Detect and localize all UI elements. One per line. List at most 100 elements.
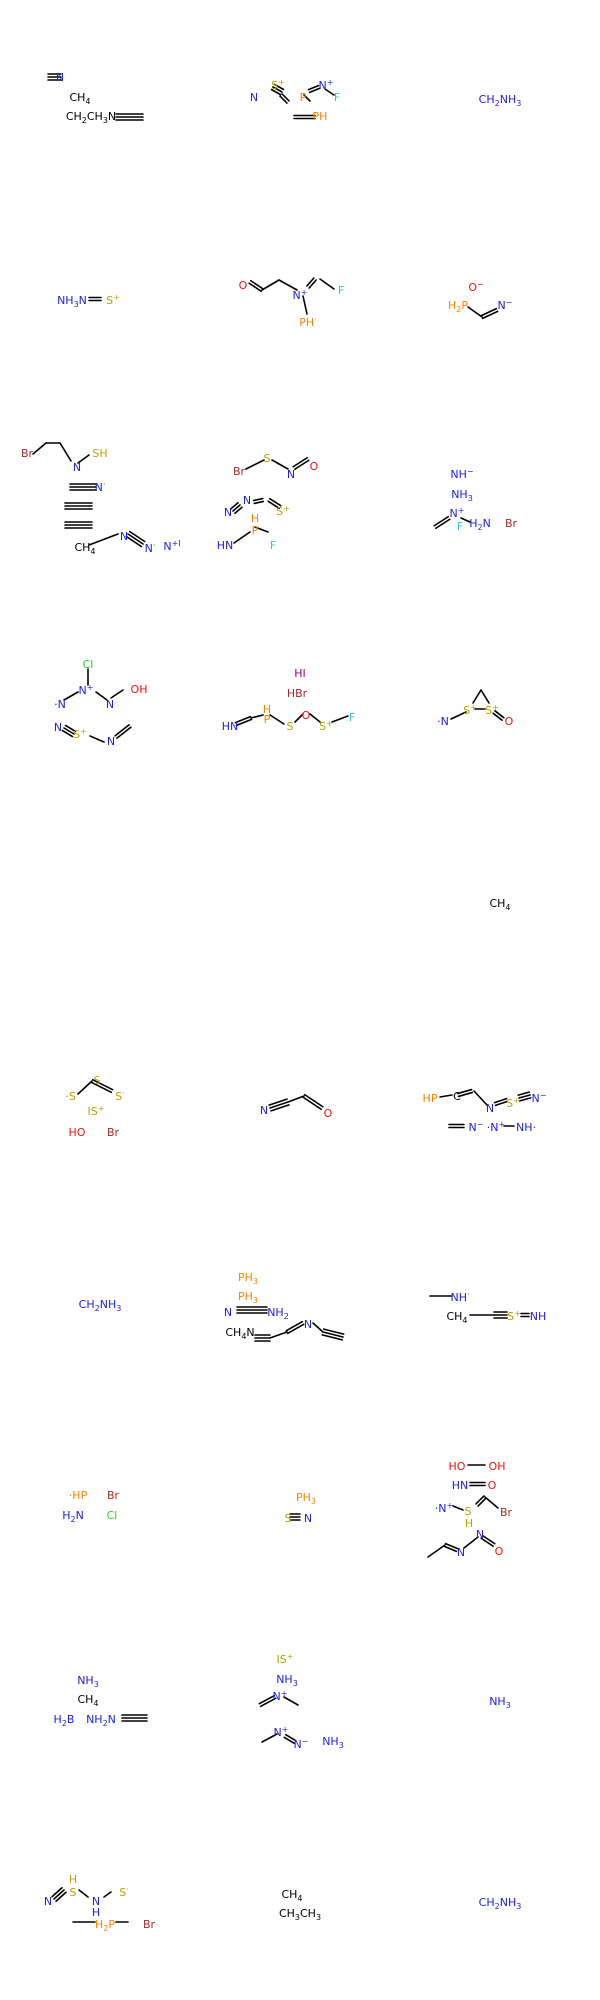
bond-line	[268, 1098, 288, 1106]
atom-label-part: +	[278, 78, 285, 87]
atom-label-part: +	[458, 506, 465, 515]
atom-label-part: N	[145, 542, 153, 555]
atom-label-part: +	[447, 1501, 454, 1510]
atom-label-part: F	[457, 520, 463, 533]
atom-label-part: H	[92, 1906, 100, 1919]
atom-label: CH4	[74, 541, 95, 556]
atom-label-part: 3	[116, 1304, 121, 1313]
atom-label-part: H	[69, 1873, 77, 1886]
atom-label-part: F	[349, 711, 355, 724]
atom-label-part: HP	[423, 1092, 438, 1105]
bond-line	[269, 714, 285, 725]
bond-line	[331, 715, 349, 723]
bond-line	[267, 500, 280, 510]
atom-label: H	[69, 1873, 77, 1886]
bond-line	[259, 1697, 277, 1708]
bond-line	[294, 713, 304, 723]
bond-line	[250, 714, 264, 719]
molecule-cell: HP CN S+ N−N− ·N+ NH·	[423, 1088, 546, 1134]
atom-label-part: 3	[516, 1902, 521, 1911]
atom-label-part: S	[287, 720, 294, 733]
atom-label-part: NH	[489, 1695, 506, 1708]
bond-line	[517, 1091, 531, 1096]
molecule-cell: ·S·SS·IS+HO Br	[65, 1074, 124, 1139]
atom-label-part: 3	[94, 1680, 99, 1689]
atom-label-part: H	[263, 703, 271, 716]
atom-label: O	[239, 279, 248, 292]
atom-label: S+	[276, 504, 290, 519]
atom-label-part: N	[44, 1895, 52, 1908]
atom-label-part: CH	[479, 93, 495, 106]
molecule-cell: CH2NH3	[479, 93, 522, 108]
atom-label-part: CH	[74, 541, 90, 554]
atom-label-part: N	[95, 481, 103, 494]
bond-line	[312, 1322, 324, 1333]
atom-label-part: IS	[277, 1653, 287, 1666]
bond-line	[457, 1091, 474, 1098]
atom-label-part: 3	[253, 1296, 258, 1305]
molecule-cell: IS+NH3N+N+N− NH3	[258, 1652, 344, 1751]
atom-label-part: N	[469, 1121, 477, 1134]
atom-label-part: 4	[90, 547, 95, 556]
bond-line	[234, 715, 252, 724]
atom-label-part: NH	[450, 1291, 467, 1304]
bond-line	[494, 1100, 509, 1107]
atom-label-part: N	[273, 1690, 281, 1703]
atom-label-part: N	[319, 79, 327, 92]
atom-label-part: NH	[322, 1735, 339, 1748]
bond-line	[287, 1095, 305, 1103]
atom-label-part: S	[119, 1886, 126, 1899]
bond-line	[285, 1320, 304, 1332]
atom-label-part: S	[465, 1505, 472, 1518]
atom-label: S	[285, 1512, 292, 1525]
atom-label: N	[120, 530, 128, 543]
atom-label-part: S	[70, 1886, 77, 1899]
bond-line	[116, 726, 132, 739]
atom-label-part: NH	[450, 468, 467, 481]
atom-label: O	[324, 1107, 333, 1120]
atom-label-part: NH	[500, 1896, 517, 1909]
atom-label-part: +	[87, 683, 94, 692]
atom-label-part: HN	[217, 539, 234, 552]
atom-label-part: 3	[311, 1497, 316, 1506]
atom-label-part: N	[79, 294, 87, 307]
atom-label-part: ·	[122, 1089, 125, 1098]
atom-label-part: +	[492, 703, 499, 712]
atom-label: H	[92, 1906, 100, 1919]
molecule-cell: ·HP Br H2N Cl	[62, 1489, 119, 1524]
atom-label-part: N	[457, 1546, 465, 1559]
atom-label: HN	[452, 1479, 469, 1492]
atom-label-part: N	[76, 1509, 84, 1522]
atom-label-part: CH	[279, 1907, 295, 1920]
atom-label-part: O	[468, 281, 477, 294]
bond-line	[281, 93, 290, 102]
atom-label-part: +	[301, 288, 308, 297]
atom-label-part: ·	[153, 541, 156, 550]
bond-line	[302, 295, 308, 315]
atom-label-part: S	[115, 1090, 122, 1103]
bond-line	[304, 1093, 324, 1108]
atom-label-part: PH	[299, 316, 314, 329]
bond-line	[435, 518, 451, 530]
atom-label: HO	[449, 1460, 466, 1473]
molecule-cell: NH3	[489, 1695, 511, 1710]
atom-label-part: N	[108, 1713, 116, 1726]
atom-label: N	[54, 721, 62, 734]
atom-label-part: 2	[284, 1312, 289, 1321]
atom-label-part: PH	[296, 1491, 311, 1504]
atom-label-part: 3	[293, 1679, 298, 1688]
atom-label-part: 4	[85, 97, 90, 106]
atom-label: ·S·	[65, 1089, 78, 1104]
atom-label-part: N	[92, 1895, 100, 1908]
atom-label-part: NH	[276, 1673, 293, 1686]
atom-label: O	[488, 1479, 497, 1492]
atom-label-part: B	[67, 1713, 75, 1726]
atom-label-part: +	[499, 1120, 506, 1129]
atom-label: CH2NH3	[79, 1298, 122, 1313]
atom-label-part: CH	[479, 1896, 495, 1909]
bond-line	[319, 278, 335, 290]
atom-label-part: N	[246, 1326, 254, 1339]
atom-label: Br	[505, 517, 518, 530]
atom-label: PH3	[238, 1271, 258, 1286]
